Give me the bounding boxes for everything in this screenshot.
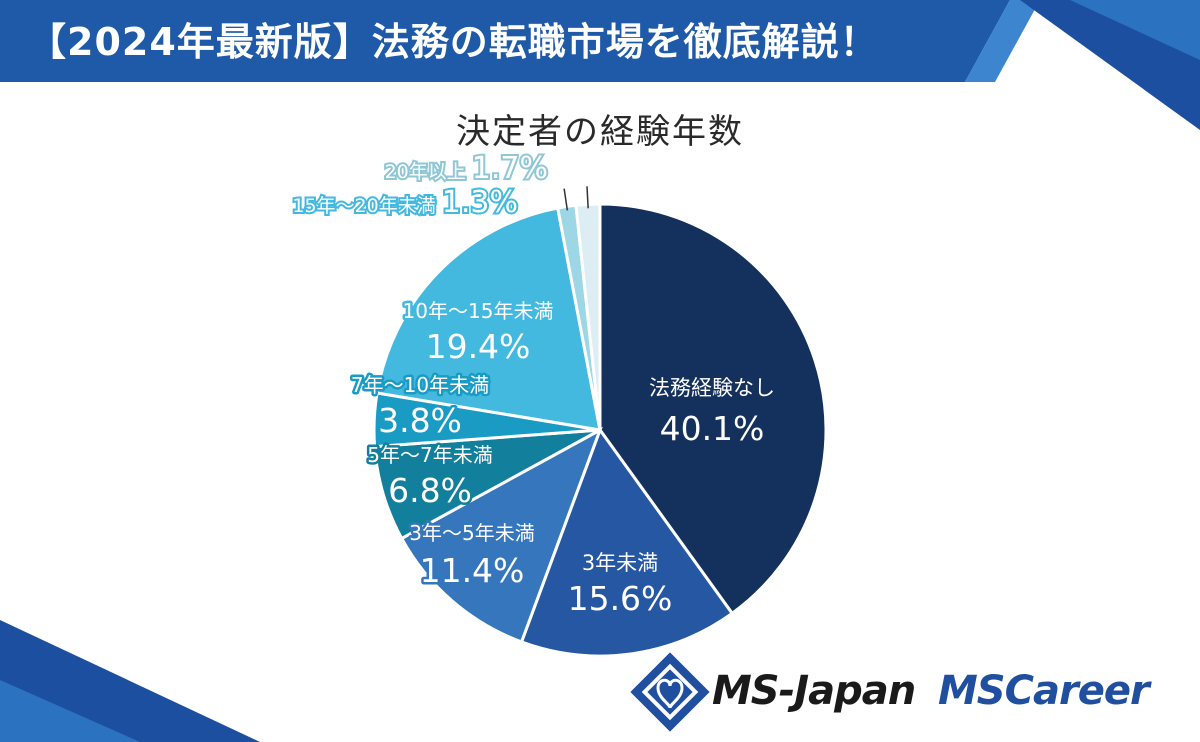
ms-career-logo: MSCareer [938,668,1150,714]
slice-label: 法務経験なし [649,376,775,400]
pie-slice [375,206,602,432]
pie-slice [399,426,603,644]
header-banner [0,0,1010,82]
slice-label: 15年〜20年未満 1.3% [292,185,518,220]
page-title: 【2024年最新版】法務の転職市場を徹底解説！ [28,20,879,64]
slice-value-label: 15.6% [568,579,673,618]
slice-label: 20年以上 1.7% [385,151,548,186]
slice-label: 10年〜15年未満 [403,299,554,323]
slice-value-label: 40.1% [660,409,765,448]
slice-value-label: 11.4% [420,551,525,590]
corner-stripe-bottom-left-2 [0,680,140,742]
slice-label: 3年未満 [582,551,658,575]
corner-stripe-top-right-2 [1070,0,1200,60]
slice-value-label: 6.8% [388,471,472,510]
pie-slice [598,202,828,616]
slice-label: 5年〜7年未満 [367,443,492,467]
chart-title: 決定者の経験年数 [456,112,744,152]
leader-line [563,188,569,211]
banner-accent-stripe [965,0,1040,82]
leader-line [586,186,589,209]
slice-value-label: 19.4% [426,327,531,366]
slice-value-label: 3.8% [378,401,462,440]
ms-japan-logo-text: MS-Japan [712,668,916,714]
slice-label: 7年〜10年未満 [351,373,489,397]
slice-label: 3年〜5年未満 [409,521,534,545]
pie-slice [519,426,735,658]
